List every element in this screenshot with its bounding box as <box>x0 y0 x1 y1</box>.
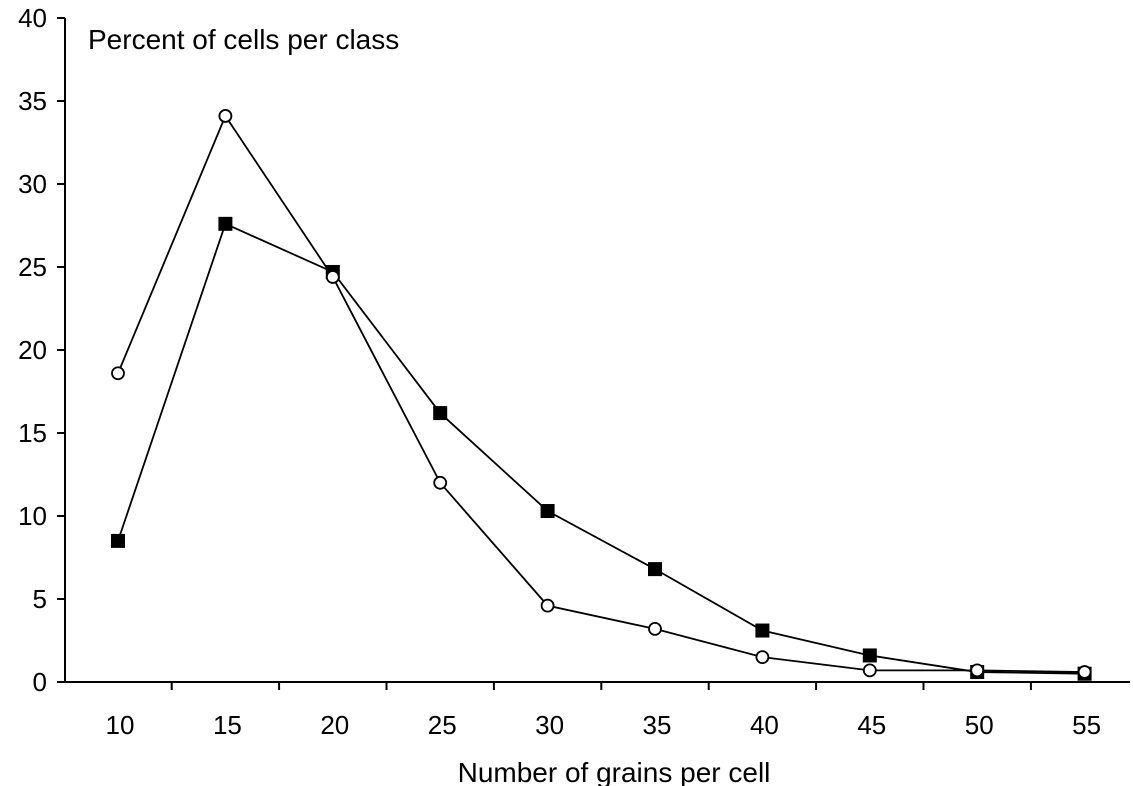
data-point-square <box>540 504 555 519</box>
x-tick-label: 40 <box>750 710 779 740</box>
data-point-square <box>111 533 125 548</box>
series-open-circle <box>111 109 1092 679</box>
x-tick-label: 45 <box>857 710 886 740</box>
x-tick-label: 25 <box>428 710 457 740</box>
data-point-circle <box>648 621 662 636</box>
data-point-circle <box>862 663 877 678</box>
y-tick-label: 15 <box>18 418 47 448</box>
y-tick-label: 25 <box>18 252 47 282</box>
x-ticks: 10 15 20 25 30 35 40 45 50 55 <box>106 682 1101 740</box>
series-filled-square <box>111 216 1092 681</box>
data-point-circle <box>218 109 233 123</box>
data-point-square <box>648 562 662 577</box>
series-line <box>117 114 1085 673</box>
data-point-circle <box>111 366 125 381</box>
x-axis-title: Number of grains per cell <box>458 757 771 786</box>
y-tick-label: 0 <box>33 667 47 697</box>
series-layer <box>111 109 1092 681</box>
x-tick-label: 10 <box>106 710 135 740</box>
y-axis-title: Percent of cells per class <box>88 24 399 55</box>
x-tick-label: 55 <box>1072 710 1101 740</box>
data-point-circle <box>755 650 770 664</box>
data-point-circle <box>540 598 555 613</box>
x-tick-label: 30 <box>535 710 564 740</box>
y-tick-label: 20 <box>18 335 47 365</box>
y-ticks: 0 5 10 15 20 25 30 35 40 <box>18 3 65 697</box>
data-point-square <box>755 623 770 638</box>
x-tick-label: 50 <box>965 710 994 740</box>
x-tick-label: 35 <box>643 710 672 740</box>
data-point-circle <box>970 663 985 678</box>
axes: 0 5 10 15 20 25 30 35 40 10 15 20 25 30 35 40 45 50 55 <box>18 3 1130 740</box>
data-point-circle <box>325 270 340 284</box>
y-tick-label: 5 <box>33 584 47 614</box>
data-point-square <box>862 648 877 663</box>
data-point-square <box>433 406 448 421</box>
y-tick-label: 40 <box>18 3 47 33</box>
x-tick-label: 15 <box>213 710 242 740</box>
data-point-square <box>218 216 233 231</box>
y-tick-label: 35 <box>18 86 47 116</box>
data-point-circle <box>1077 665 1092 679</box>
y-tick-label: 10 <box>18 501 47 531</box>
series-line <box>117 222 1085 675</box>
x-tick-label: 20 <box>320 710 349 740</box>
y-tick-label: 30 <box>18 169 47 199</box>
data-point-circle <box>433 475 448 490</box>
